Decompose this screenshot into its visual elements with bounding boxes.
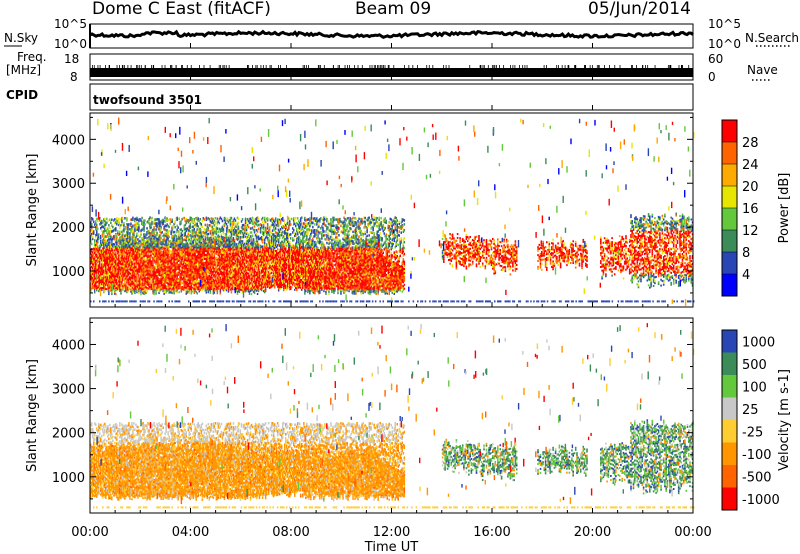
y-tick-label: 4000 — [52, 133, 85, 148]
y-tick-label: 3000 — [52, 177, 85, 192]
colorbar-tick-label: 16 — [742, 202, 759, 217]
colorbar-tick-label: -25 — [742, 425, 763, 440]
y-tick-label: 1000 — [52, 471, 85, 486]
nsearch-tick-bottom: 10^0 — [708, 37, 741, 51]
date-title: 05/Jun/2014 — [588, 0, 691, 19]
colorbar-segment — [722, 487, 737, 510]
colorbar-tick-label: 28 — [742, 136, 759, 151]
power-colorbar-label: Power [dB] — [777, 173, 792, 244]
beam-title: Beam 09 — [355, 0, 431, 19]
y-tick-label: 2000 — [52, 427, 85, 442]
nave-tick-top: 60 — [708, 52, 723, 66]
colorbar-segment — [722, 164, 737, 186]
colorbar-tick-label: 500 — [742, 358, 767, 373]
freq-tick-bottom: 8 — [70, 70, 78, 84]
velocity-heatmap — [90, 323, 695, 509]
colorbar-segment — [722, 352, 737, 375]
power-heatmap — [90, 117, 695, 307]
colorbar-segment — [722, 120, 737, 142]
velocity-y-axis-label: Slant Range [km] — [25, 359, 40, 472]
cpid-label: CPID — [6, 88, 38, 102]
nsky-label: N.Sky — [4, 31, 38, 45]
colorbar-tick-label: -100 — [742, 448, 772, 463]
colorbar-tick-label: 24 — [742, 158, 759, 173]
colorbar-tick-label: 20 — [742, 180, 759, 195]
nave-tick-bottom: 0 — [708, 70, 716, 84]
cpid-value: twofsound 3501 — [93, 93, 202, 107]
x-tick-label: 00:00 — [71, 525, 108, 540]
y-tick-label: 2000 — [52, 221, 85, 236]
nsearch-tick-top: 10^5 — [708, 17, 741, 31]
colorbar-tick-label: 4 — [742, 268, 750, 283]
colorbar-tick-label: -500 — [742, 470, 772, 485]
colorbar-segment — [722, 230, 737, 252]
velocity-colorbar-label: Velocity [m s-1] — [777, 369, 792, 471]
x-tick-label: 00:00 — [674, 525, 711, 540]
colorbar-segment — [722, 330, 737, 353]
x-tick-label: 16:00 — [473, 525, 510, 540]
freq-tick-top: 18 — [64, 52, 79, 66]
nave-label: Nave — [747, 63, 778, 77]
colorbar-segment — [722, 142, 737, 164]
nsearch-label: N.Search — [745, 31, 799, 45]
colorbar-segment — [722, 208, 737, 230]
power-y-axis-label: Slant Range [km] — [25, 154, 40, 267]
colorbar-segment — [722, 186, 737, 208]
colorbar-segment — [722, 274, 737, 296]
y-tick-label: 1000 — [52, 265, 85, 280]
y-tick-label: 3000 — [52, 383, 85, 398]
colorbar-segment — [722, 442, 737, 465]
power-colorbar — [721, 119, 738, 297]
station-title: Dome C East (fitACF) — [92, 0, 271, 19]
velocity-colorbar — [721, 329, 738, 511]
y-tick-label: 4000 — [52, 338, 85, 353]
colorbar-tick-label: 8 — [742, 246, 750, 261]
x-tick-label: 04:00 — [172, 525, 209, 540]
colorbar-frame — [721, 329, 738, 511]
x-tick-label: 20:00 — [574, 525, 611, 540]
x-tick-label: 08:00 — [272, 525, 309, 540]
nsky-tick-top: 10^5 — [54, 17, 87, 31]
colorbar-tick-label: 1000 — [742, 335, 775, 350]
colorbar-segment — [722, 375, 737, 398]
noise-sky-line — [89, 29, 694, 39]
colorbar-tick-label: 12 — [742, 224, 759, 239]
colorbar-tick-label: 100 — [742, 380, 767, 395]
freq-band — [90, 68, 693, 77]
nsky-tick-bottom: 10^0 — [54, 37, 87, 51]
colorbar-tick-label: -1000 — [742, 493, 780, 508]
colorbar-segment — [722, 420, 737, 443]
x-axis-label: Time UT — [364, 540, 418, 554]
freq-label: Freq. — [17, 50, 47, 64]
colorbar-segment — [722, 252, 737, 274]
colorbar-tick-label: 25 — [742, 403, 759, 418]
colorbar-segment — [722, 397, 737, 420]
freq-unit-label: [MHz] — [6, 63, 41, 77]
colorbar-segment — [722, 465, 737, 488]
x-tick-label: 12:00 — [373, 525, 410, 540]
